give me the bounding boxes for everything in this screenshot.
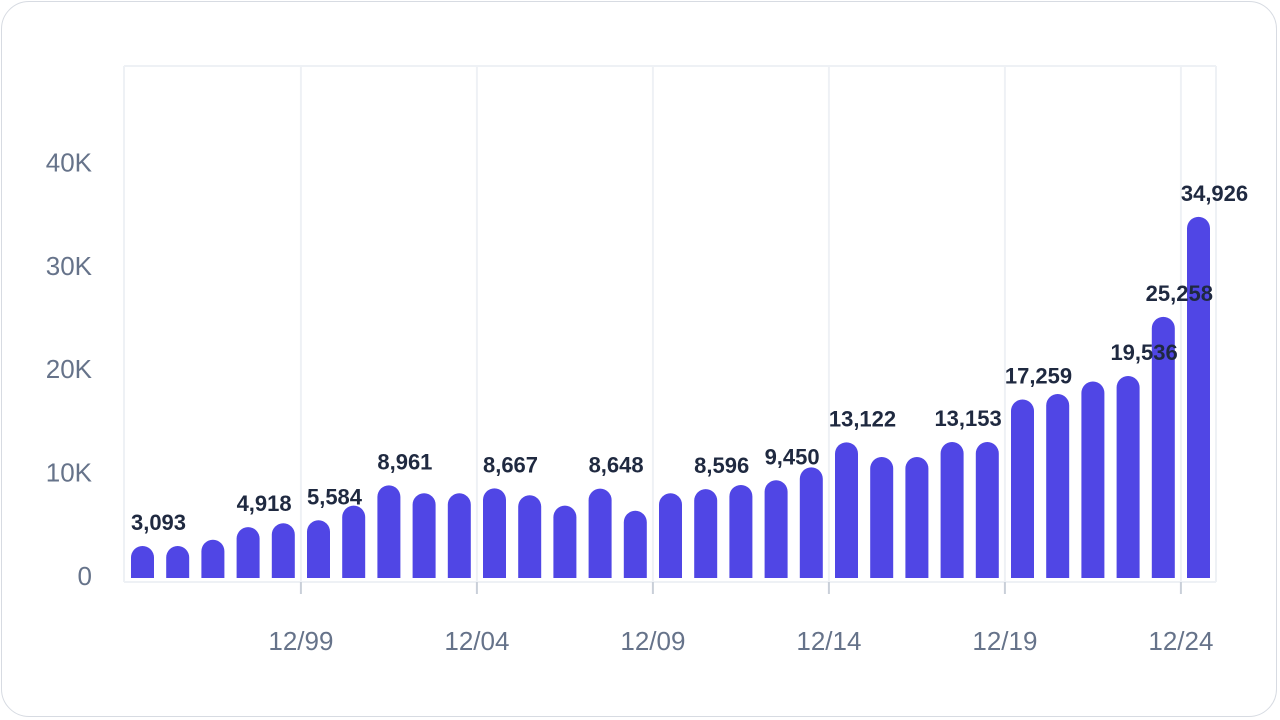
y-tick-label: 10K bbox=[46, 458, 93, 488]
bar bbox=[377, 485, 401, 578]
data-label: 8,961 bbox=[377, 449, 432, 474]
data-label: 19,536 bbox=[1110, 340, 1177, 365]
data-label: 13,153 bbox=[934, 406, 1001, 431]
data-label: 8,667 bbox=[483, 452, 538, 477]
bar bbox=[835, 442, 858, 578]
data-label: 8,596 bbox=[694, 453, 749, 478]
data-label: 25,258 bbox=[1146, 281, 1213, 306]
bar bbox=[518, 495, 542, 578]
x-tick-label: 12/09 bbox=[620, 626, 685, 656]
bar bbox=[483, 488, 506, 578]
data-label: 4,918 bbox=[237, 491, 292, 516]
bar bbox=[623, 510, 647, 578]
data-label: 9,450 bbox=[765, 444, 820, 469]
bar bbox=[1081, 381, 1105, 578]
bar bbox=[307, 520, 330, 578]
bar bbox=[553, 505, 577, 578]
x-tick-label: 12/14 bbox=[796, 626, 861, 656]
bar bbox=[764, 480, 788, 578]
bar bbox=[342, 505, 366, 578]
data-label: 5,584 bbox=[307, 484, 363, 509]
y-tick-label: 0 bbox=[78, 561, 92, 591]
x-tick-label: 12/24 bbox=[1148, 626, 1213, 656]
bar bbox=[166, 546, 190, 578]
y-axis: 0 10K 20K 30K 40K bbox=[46, 147, 93, 591]
y-tick-label: 40K bbox=[46, 147, 93, 177]
bar bbox=[940, 441, 964, 578]
x-tick-label: 12/99 bbox=[268, 626, 333, 656]
bar bbox=[729, 484, 753, 578]
bar bbox=[870, 457, 894, 578]
bar bbox=[1116, 375, 1140, 578]
bar bbox=[588, 488, 612, 578]
y-tick-label: 30K bbox=[46, 251, 93, 281]
bar bbox=[1151, 316, 1175, 578]
bar bbox=[1187, 216, 1210, 578]
bar bbox=[905, 457, 929, 578]
bar bbox=[1011, 399, 1034, 578]
gridlines bbox=[123, 65, 1217, 583]
data-label: 8,648 bbox=[589, 453, 644, 478]
bar bbox=[201, 539, 225, 578]
bar bbox=[659, 493, 682, 578]
bars bbox=[131, 216, 1210, 578]
x-tick-label: 12/04 bbox=[444, 626, 509, 656]
data-labels: 3,093 4,918 5,584 8,961 8,667 8,648 8,596 9,450… bbox=[131, 181, 1248, 535]
x-axis: 12/99 12/04 12/09 12/14 12/19 12/24 bbox=[268, 582, 1213, 656]
y-tick-label: 20K bbox=[46, 354, 93, 384]
data-label: 3,093 bbox=[131, 510, 186, 535]
bar bbox=[447, 493, 471, 578]
bar bbox=[799, 467, 823, 578]
bar bbox=[131, 546, 154, 578]
bar bbox=[694, 489, 718, 578]
data-label: 34,926 bbox=[1181, 181, 1248, 206]
bar bbox=[412, 493, 436, 578]
bar bbox=[1046, 393, 1070, 578]
bar bbox=[271, 523, 295, 578]
bar bbox=[975, 441, 999, 578]
bar bbox=[236, 527, 260, 578]
x-tick-label: 12/19 bbox=[972, 626, 1037, 656]
data-label: 17,259 bbox=[1005, 364, 1072, 389]
data-label: 13,122 bbox=[829, 406, 896, 431]
